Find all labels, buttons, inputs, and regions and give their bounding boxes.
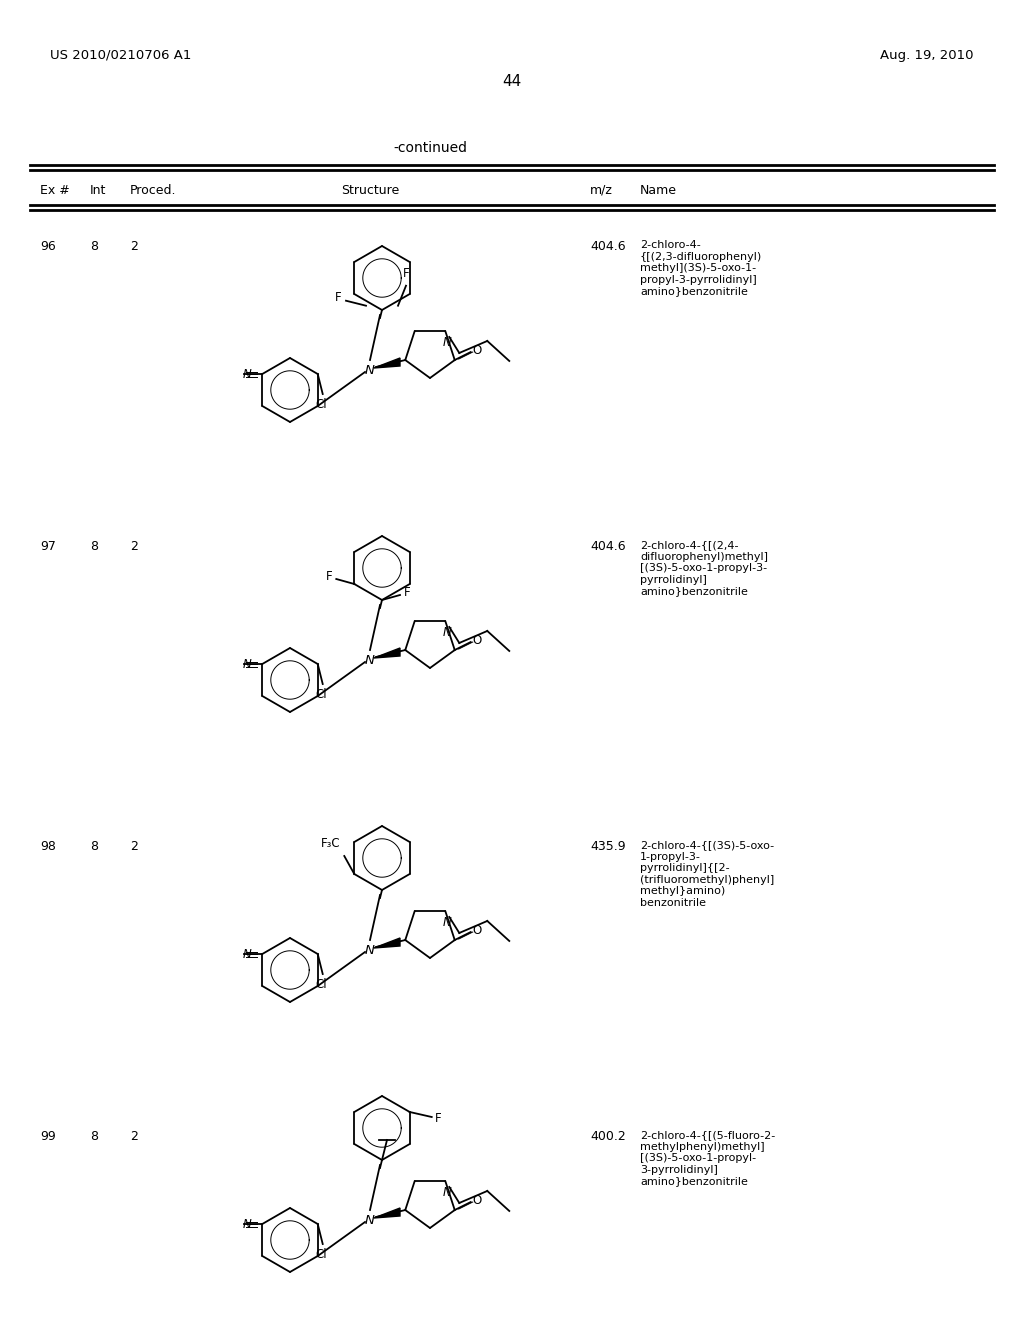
Text: -continued: -continued [393,141,467,154]
Text: Ex #: Ex # [40,183,70,197]
Text: F: F [326,569,332,582]
Text: 404.6: 404.6 [590,240,626,253]
Text: 2: 2 [130,840,138,853]
Text: N: N [366,363,375,376]
Polygon shape [374,358,400,368]
Text: F: F [402,267,410,280]
Text: 98: 98 [40,840,56,853]
Text: F: F [404,586,411,598]
Text: 99: 99 [40,1130,55,1143]
Polygon shape [374,939,400,948]
Polygon shape [374,1208,400,1218]
Text: N: N [443,916,452,929]
Text: Structure: Structure [341,183,399,197]
Text: 8: 8 [90,1130,98,1143]
Text: 96: 96 [40,240,55,253]
Text: 44: 44 [503,74,521,90]
Text: Int: Int [90,183,106,197]
Text: O: O [473,924,482,936]
Text: 8: 8 [90,540,98,553]
Text: Cl: Cl [315,399,327,411]
Text: F: F [336,292,342,304]
Text: F: F [435,1111,441,1125]
Text: N: N [243,948,251,961]
Text: O: O [473,1193,482,1206]
Text: 2-chloro-4-{[(2,4-
difluorophenyl)methyl]
[(3S)-5-oxo-1-propyl-3-
pyrrolidinyl]
: 2-chloro-4-{[(2,4- difluorophenyl)methyl… [640,540,768,597]
Text: O: O [473,634,482,647]
Text: N: N [243,367,251,380]
Text: m/z: m/z [590,183,613,197]
Text: Cl: Cl [315,688,327,701]
Text: 2: 2 [130,1130,138,1143]
Text: Proced.: Proced. [130,183,176,197]
Text: 400.2: 400.2 [590,1130,626,1143]
Text: 8: 8 [90,240,98,253]
Text: Aug. 19, 2010: Aug. 19, 2010 [881,49,974,62]
Text: 97: 97 [40,540,56,553]
Text: N: N [243,657,251,671]
Text: Name: Name [640,183,677,197]
Text: 404.6: 404.6 [590,540,626,553]
Text: 2-chloro-4-{[(3S)-5-oxo-
1-propyl-3-
pyrrolidinyl]{[2-
(trifluoromethyl)phenyl]
: 2-chloro-4-{[(3S)-5-oxo- 1-propyl-3- pyr… [640,840,774,908]
Text: N: N [366,653,375,667]
Text: N: N [443,337,452,348]
Text: 8: 8 [90,840,98,853]
Text: 2-chloro-4-
{[(2,3-difluorophenyl)
methyl](3S)-5-oxo-1-
propyl-3-pyrrolidinyl]
a: 2-chloro-4- {[(2,3-difluorophenyl) methy… [640,240,762,297]
Text: Cl: Cl [315,978,327,991]
Text: N: N [366,1213,375,1226]
Text: 2: 2 [130,240,138,253]
Text: N: N [366,944,375,957]
Text: O: O [473,343,482,356]
Text: F₃C: F₃C [321,837,340,850]
Text: 2: 2 [130,540,138,553]
Text: Cl: Cl [315,1247,327,1261]
Text: 2-chloro-4-{[(5-fluoro-2-
methylphenyl)methyl]
[(3S)-5-oxo-1-propyl-
3-pyrrolidi: 2-chloro-4-{[(5-fluoro-2- methylphenyl)m… [640,1130,775,1187]
Text: US 2010/0210706 A1: US 2010/0210706 A1 [50,49,191,62]
Text: N: N [443,626,452,639]
Text: N: N [243,1217,251,1230]
Text: 435.9: 435.9 [590,840,626,853]
Polygon shape [374,648,400,657]
Text: N: N [443,1185,452,1199]
